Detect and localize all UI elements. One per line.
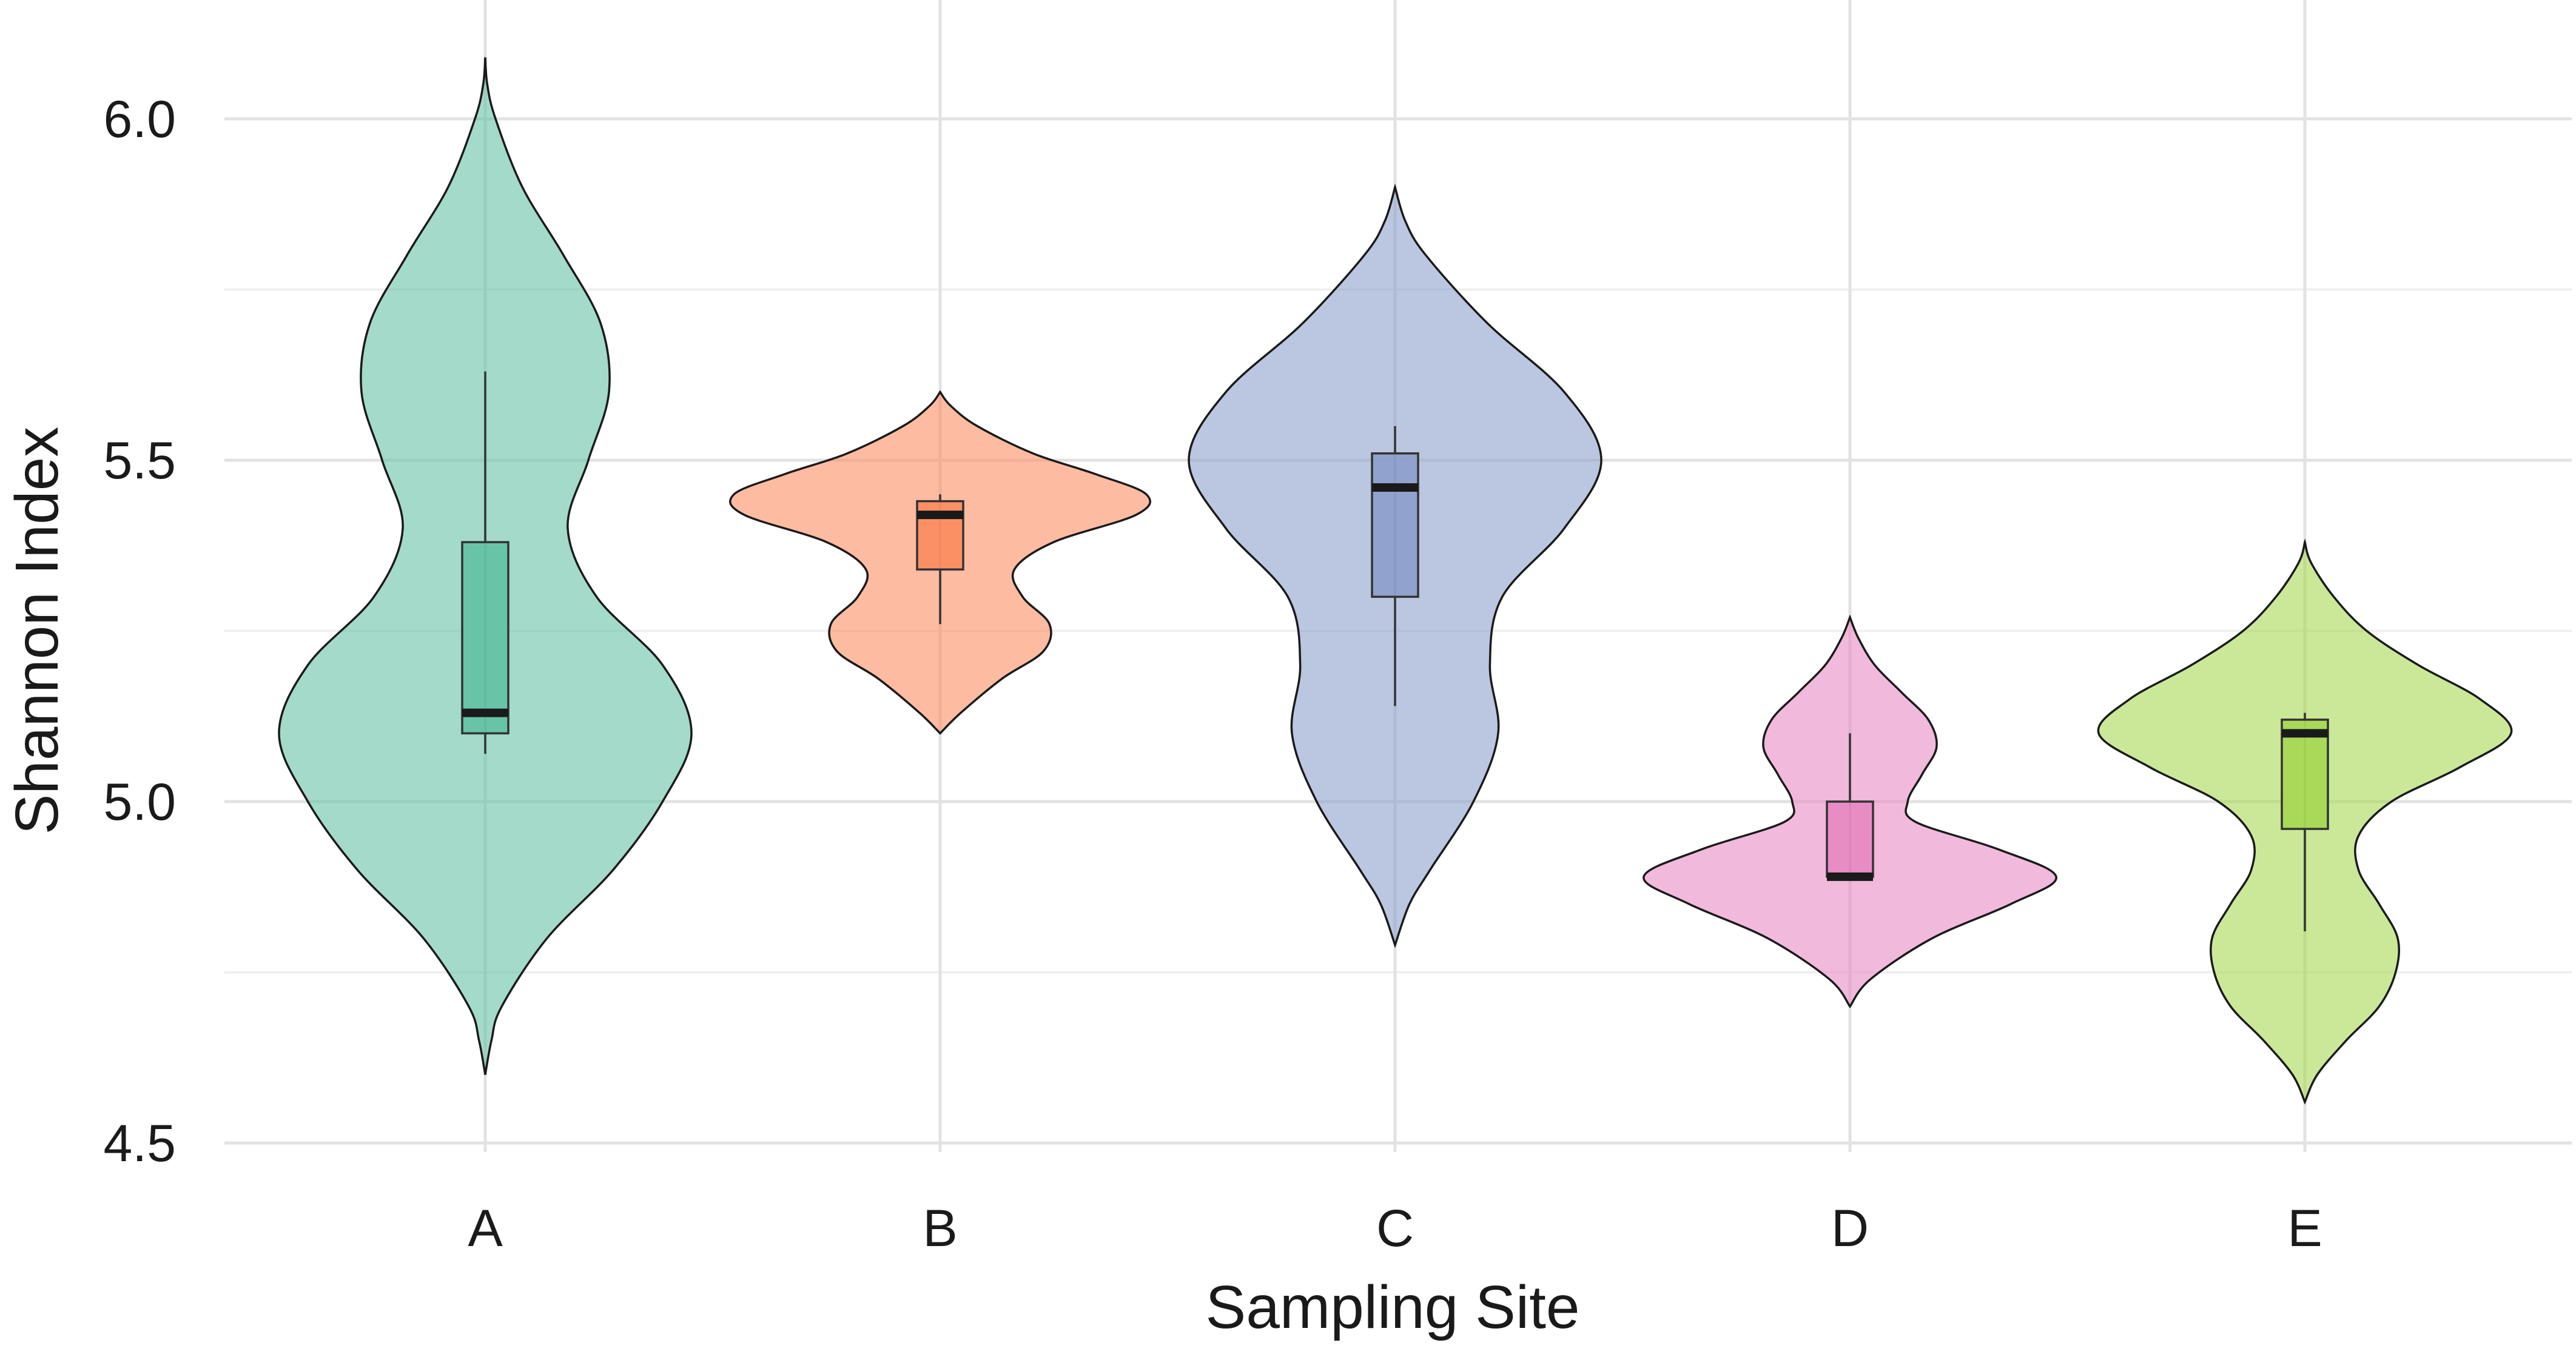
x-axis-ticks: A B C D E <box>468 1199 2322 1258</box>
violin-group-b <box>728 390 1152 735</box>
x-tick-label: C <box>1376 1199 1414 1258</box>
y-tick-label: 5.5 <box>103 432 176 490</box>
violins <box>278 57 2513 1105</box>
violin-group-e <box>2097 538 2513 1105</box>
y-tick-label: 5.0 <box>103 773 176 831</box>
x-tick-label: D <box>1831 1199 1869 1258</box>
x-tick-label: E <box>2287 1199 2322 1258</box>
box-iqr <box>1826 800 1874 878</box>
y-tick-label: 6.0 <box>103 90 176 149</box>
violin-group-c <box>1188 183 1602 948</box>
x-tick-label: A <box>468 1199 503 1258</box>
x-tick-label: B <box>923 1199 957 1258</box>
violin-group-a <box>278 57 693 1075</box>
box-iqr <box>1371 452 1419 598</box>
violin-group-d <box>1643 614 2057 1008</box>
y-axis-ticks: 4.5 5.0 5.5 6.0 <box>103 90 176 1173</box>
box-iqr <box>2281 719 2329 830</box>
box-iqr <box>461 541 509 735</box>
y-axis-title: Shannon Index <box>3 427 71 835</box>
x-axis-title: Sampling Site <box>1206 1273 1580 1341</box>
y-tick-label: 4.5 <box>103 1114 176 1173</box>
